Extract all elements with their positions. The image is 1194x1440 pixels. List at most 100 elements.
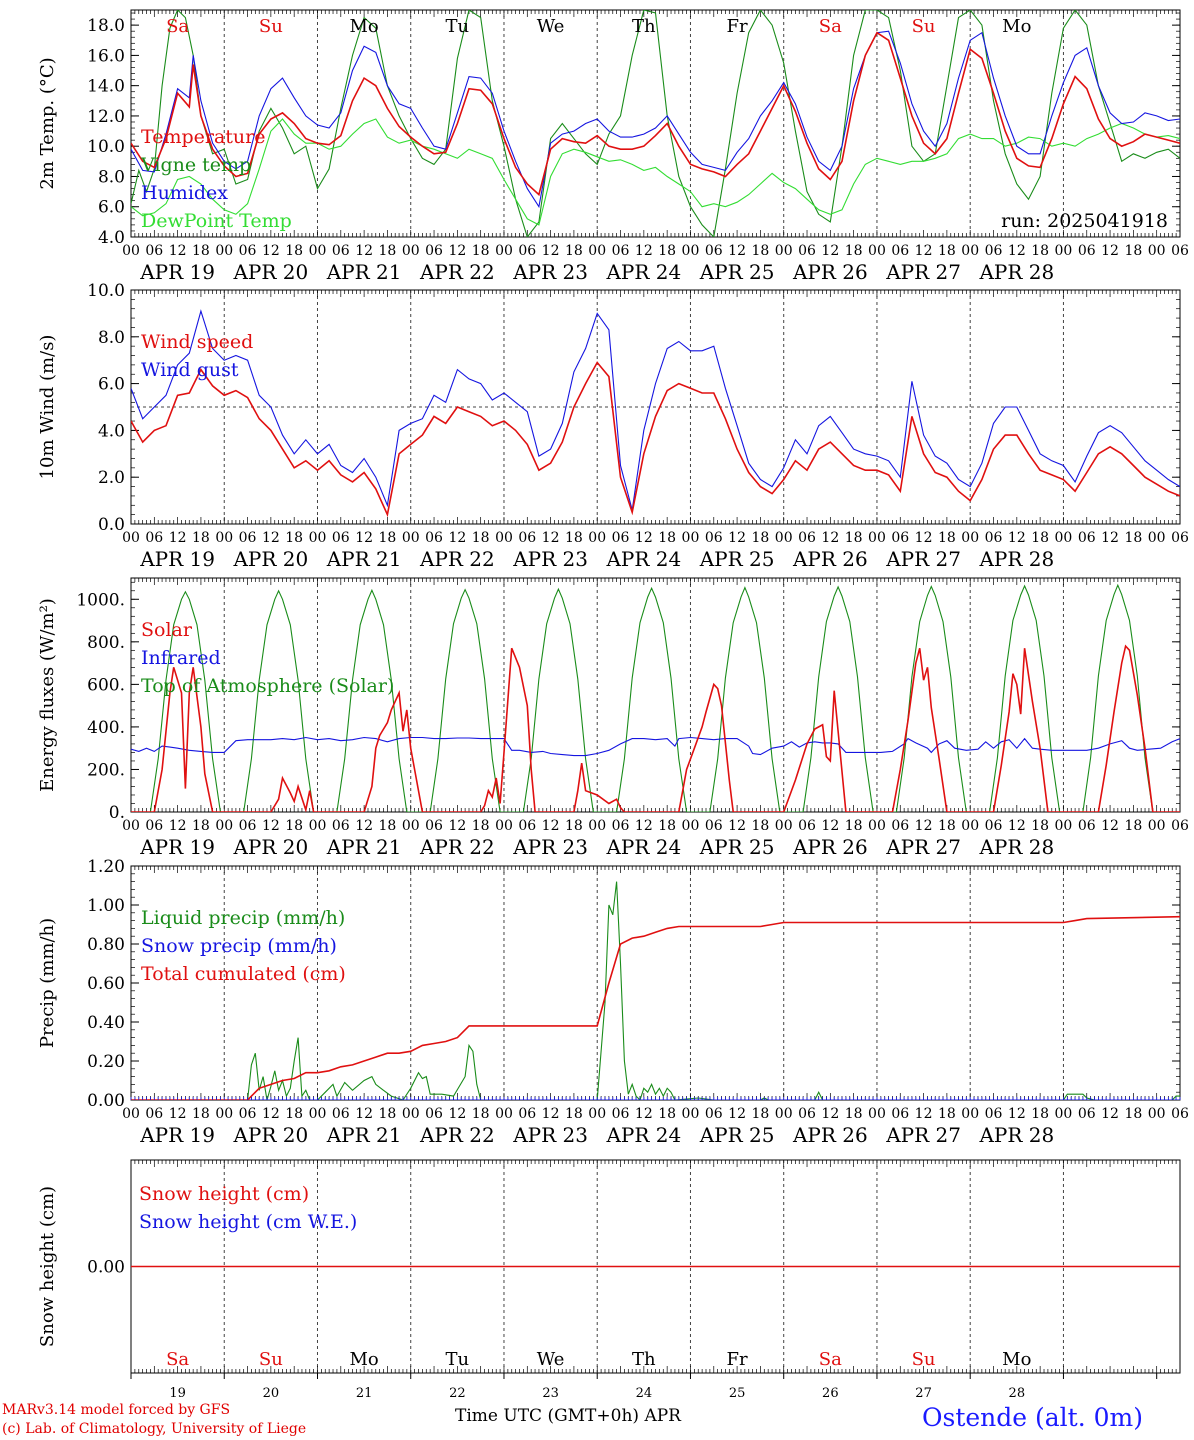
legend-entry: Humidex [141,182,228,204]
hour-label: 18 [565,818,583,834]
hour-label: 06 [518,243,536,259]
hour-label: 18 [938,1106,956,1122]
hour-label: 12 [1101,530,1119,546]
hour-label: 18 [751,818,769,834]
legend-entry: Vigne temp [140,154,251,176]
hour-label: 12 [635,818,653,834]
hour-label: 12 [448,243,466,259]
hour-label: 12 [1101,243,1119,259]
hour-label: 12 [448,818,466,834]
hour-label: 00 [682,530,700,546]
hour-label: 18 [658,1106,676,1122]
date-label: APR 23 [512,835,588,859]
hour-label: 00 [495,530,513,546]
day-of-week-label: Sa [166,16,189,37]
date-label: APR 27 [885,835,961,859]
hour-label: 18 [658,530,676,546]
hour-label: 12 [355,243,373,259]
hour-label: 12 [1008,818,1026,834]
hour-label: 00 [122,1106,140,1122]
hour-label: 00 [961,530,979,546]
y-axis-title: Precip (mm/h) [37,918,58,1048]
hour-label: 06 [1078,818,1096,834]
hour-label: 00 [1055,1106,1073,1122]
hour-label: 06 [891,243,909,259]
hour-label: 12 [821,818,839,834]
hour-label: 12 [821,243,839,259]
hour-label: 18 [192,530,210,546]
y-tick-label: 200. [87,760,125,780]
station-name: Ostende (alt. 0m) [922,1403,1143,1432]
hour-label: 18 [1031,530,1049,546]
y-tick-label: 0.20 [87,1052,125,1072]
series-line-total-cumulated-cm- [131,915,1180,1100]
hour-label: 18 [285,243,303,259]
hour-label: 06 [798,1106,816,1122]
date-label: APR 19 [139,260,215,284]
date-number-label: 25 [729,1386,746,1401]
date-label: APR 22 [419,547,495,571]
hour-label: 18 [1124,243,1142,259]
legend-entry: Temperature [141,126,265,148]
hour-label: 12 [728,818,746,834]
hour-label: 06 [705,243,723,259]
y-tick-label: 1.00 [87,896,125,916]
hour-label: 12 [821,530,839,546]
hour-label: 12 [1008,530,1026,546]
hour-label: 06 [145,818,163,834]
day-of-week-label: Tu [446,1349,470,1370]
y-axis-title: 10m Wind (m/s) [37,335,58,480]
legend-entry: Snow height (cm) [139,1183,309,1205]
date-label: APR 25 [699,547,775,571]
y-tick-label: 4.0 [98,228,125,248]
date-label: APR 20 [232,547,308,571]
hour-label: 18 [1124,1106,1142,1122]
legend-entry: Top of Atmosphere (Solar) [141,675,394,697]
date-number-label: 22 [449,1386,466,1401]
date-number-label: 27 [915,1386,932,1401]
y-tick-label: 10.0 [87,137,125,157]
y-tick-label: 16.0 [87,46,125,66]
y-tick-label: 0.0 [98,515,125,535]
hour-label: 00 [961,1106,979,1122]
day-of-week-label: Mo [349,1349,378,1370]
hour-label: 18 [658,818,676,834]
legend-entry: Infrared [141,647,221,669]
hour-label: 18 [192,818,210,834]
y-tick-label: 6.0 [98,198,125,218]
hour-label: 00 [588,1106,606,1122]
hour-label: 00 [961,243,979,259]
hour-label: 00 [1148,818,1166,834]
hour-label: 06 [798,530,816,546]
hour-label: 12 [262,243,280,259]
panel-5 [130,1159,1181,1379]
hour-label: 06 [518,1106,536,1122]
hour-label: 12 [448,1106,466,1122]
hour-label: 12 [915,1106,933,1122]
date-label: APR 22 [419,260,495,284]
date-label: APR 27 [885,547,961,571]
hour-label: 12 [169,818,187,834]
hour-label: 18 [379,243,397,259]
y-tick-label: 4.0 [98,421,125,441]
hour-label: 00 [309,818,327,834]
date-label: APR 23 [512,260,588,284]
date-label: APR 28 [978,260,1054,284]
hour-label: 12 [262,818,280,834]
date-label: APR 25 [699,835,775,859]
hour-label: 12 [262,530,280,546]
hour-label: 06 [891,1106,909,1122]
hour-label: 00 [1148,530,1166,546]
date-label: APR 23 [512,1123,588,1147]
day-of-week-label: Mo [1002,1349,1031,1370]
hour-label: 12 [1008,1106,1026,1122]
y-tick-label: 0.00 [87,1258,125,1278]
hour-label: 18 [285,1106,303,1122]
hour-label: 18 [1031,243,1049,259]
hour-label: 00 [402,530,420,546]
hour-label: 12 [448,530,466,546]
date-label: APR 21 [326,835,402,859]
date-label: APR 21 [326,260,402,284]
y-tick-label: 10.0 [87,281,125,301]
day-of-week-label: Fr [727,1349,748,1370]
